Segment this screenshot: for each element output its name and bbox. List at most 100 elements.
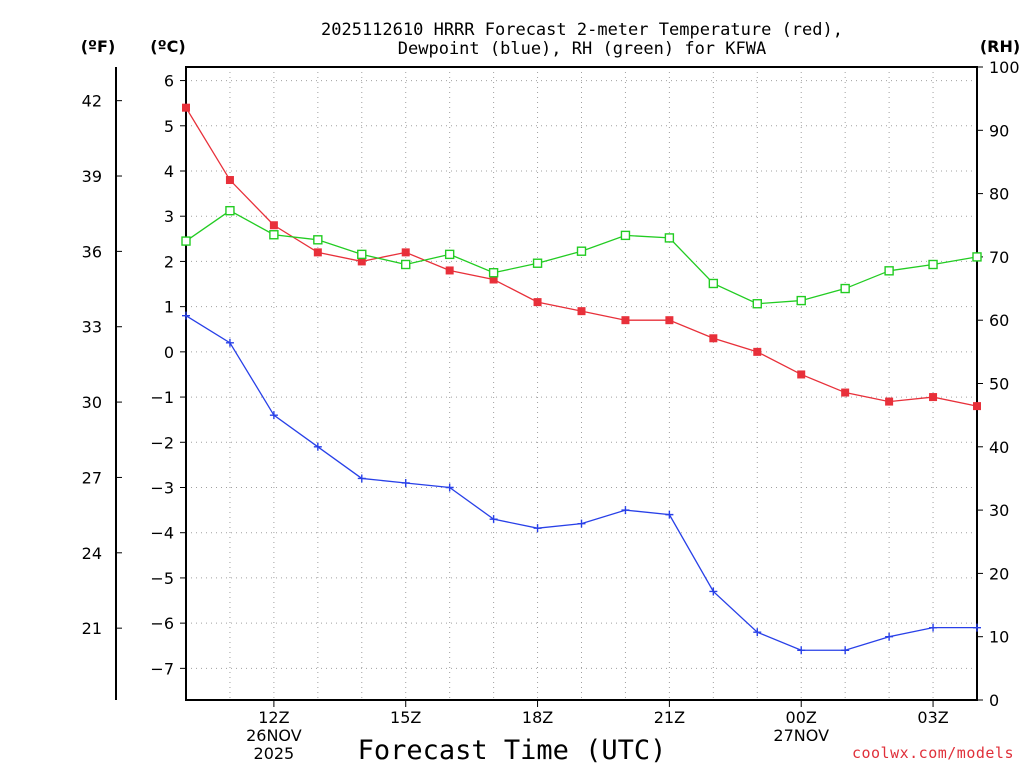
- data-point: [972, 252, 982, 262]
- celsius-tick-label: 4: [164, 162, 174, 181]
- data-point: [401, 478, 410, 487]
- data-point: [621, 506, 630, 515]
- x-tick-label: 18Z: [522, 708, 553, 727]
- data-point: [269, 221, 278, 230]
- celsius-axis-label: (ºC): [150, 37, 185, 56]
- data-point: [182, 103, 190, 112]
- fahrenheit-tick-label: 24: [82, 544, 102, 563]
- celsius-tick-label: 0: [164, 343, 174, 362]
- fahrenheit-tick-label: 42: [82, 92, 102, 111]
- x-tick-label: 26NOV: [246, 726, 302, 745]
- rh-tick-label: 20: [989, 564, 1009, 583]
- data-point: [313, 442, 322, 451]
- data-point: [752, 299, 762, 309]
- data-point: [532, 258, 543, 268]
- rh-tick-label: 100: [989, 58, 1020, 77]
- x-tick-label: 2025: [254, 744, 295, 763]
- plot-frame: [185, 66, 978, 701]
- celsius-tick-label: −5: [150, 569, 174, 588]
- rh-tick-label: 90: [989, 121, 1009, 140]
- fahrenheit-tick-label: 33: [82, 318, 102, 337]
- data-point: [708, 278, 719, 289]
- data-point: [665, 316, 674, 325]
- x-tick-label: 03Z: [917, 708, 948, 727]
- data-point: [709, 334, 718, 343]
- celsius-tick-label: −7: [150, 659, 174, 678]
- data-point: [973, 623, 981, 632]
- data-point: [401, 259, 411, 270]
- data-point: [753, 628, 762, 637]
- data-point: [577, 307, 586, 316]
- celsius-tick-label: −1: [150, 388, 174, 407]
- fahrenheit-tick-label: 30: [82, 393, 102, 412]
- x-tick-label: 27NOV: [773, 726, 829, 745]
- celsius-tick-label: 2: [164, 252, 174, 271]
- rh-tick-label: 80: [989, 185, 1009, 204]
- x-axis-label: Forecast Time (UTC): [358, 735, 667, 766]
- data-point: [489, 515, 498, 524]
- data-point: [796, 295, 806, 306]
- data-point: [489, 275, 498, 284]
- data-point: [313, 235, 323, 245]
- data-point: [753, 347, 762, 356]
- celsius-tick-label: −4: [150, 524, 174, 543]
- data-point: [357, 474, 366, 483]
- celsius-tick-label: 5: [164, 117, 174, 136]
- grid-lines: [186, 67, 977, 700]
- data-point: [445, 483, 454, 492]
- celsius-tick-label: 1: [164, 298, 174, 317]
- rh-tick-label: 30: [989, 501, 1009, 520]
- titles: 2025112610 HRRR Forecast 2-meter Tempera…: [81, 20, 1020, 766]
- rh-tick-label: 40: [989, 438, 1009, 457]
- data-point: [841, 646, 850, 655]
- data-point: [533, 524, 542, 533]
- fahrenheit-tick-label: 39: [82, 167, 102, 186]
- data-point: [621, 316, 630, 325]
- data-point: [885, 632, 894, 641]
- data-point: [929, 623, 938, 632]
- data-point: [182, 311, 190, 320]
- data-point: [665, 510, 674, 519]
- series-rh: [181, 205, 982, 309]
- fahrenheit-tick-label: 36: [82, 242, 102, 261]
- data-point: [313, 248, 322, 257]
- celsius-tick-label: −2: [150, 433, 174, 452]
- data-point: [797, 646, 806, 655]
- rh-tick-label: 60: [989, 311, 1009, 330]
- data-point: [841, 388, 850, 397]
- celsius-tick-label: 6: [164, 72, 174, 91]
- data-point: [401, 248, 410, 257]
- rh-tick-label: 50: [989, 375, 1009, 394]
- rh-tick-label: 10: [989, 628, 1009, 647]
- credit-text: coolwx.com/models: [851, 744, 1014, 762]
- data-point: [620, 230, 631, 241]
- data-point: [797, 370, 806, 379]
- rh-tick-label: 0: [989, 691, 999, 710]
- data-point: [357, 249, 367, 260]
- data-point: [269, 230, 279, 240]
- data-point: [269, 411, 278, 420]
- data-point: [445, 266, 454, 275]
- data-point: [225, 205, 235, 216]
- x-tick-label: 12Z: [258, 708, 289, 727]
- data-point: [840, 283, 850, 294]
- data-point: [884, 266, 894, 276]
- data-point: [576, 246, 587, 256]
- data-point: [929, 393, 938, 402]
- x-tick-label: 15Z: [390, 708, 421, 727]
- data-point: [973, 402, 981, 411]
- data-point: [577, 519, 586, 528]
- data-point: [533, 298, 542, 307]
- data-point: [225, 338, 234, 347]
- data-point: [225, 176, 234, 185]
- chart-title-line-2: Dewpoint (blue), RH (green) for KFWA: [398, 39, 766, 59]
- x-tick-label: 21Z: [654, 708, 685, 727]
- rh-axis-label: (RH): [980, 37, 1020, 56]
- fahrenheit-axis-label: (ºF): [81, 37, 116, 56]
- celsius-tick-label: 3: [164, 207, 174, 226]
- data-point: [488, 268, 499, 278]
- axes: [115, 66, 983, 707]
- data-point: [181, 236, 191, 246]
